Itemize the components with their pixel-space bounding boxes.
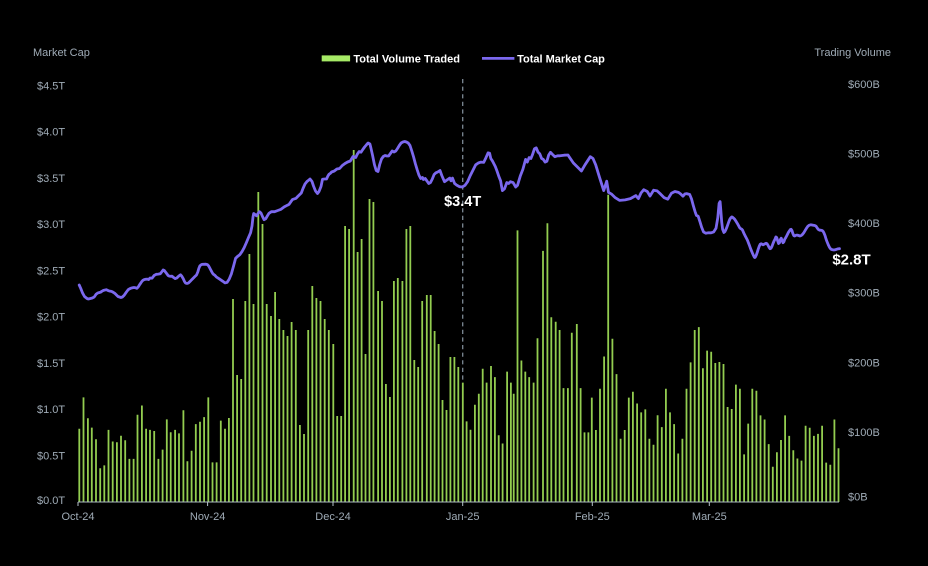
svg-text:$400B: $400B (848, 218, 880, 230)
svg-text:Oct-24: Oct-24 (61, 511, 94, 523)
svg-text:Nov-24: Nov-24 (190, 511, 225, 523)
svg-text:$0.5T: $0.5T (37, 450, 65, 462)
svg-text:$300B: $300B (848, 288, 880, 300)
svg-text:$0.0T: $0.0T (37, 495, 65, 507)
svg-text:$3.0T: $3.0T (37, 219, 65, 231)
svg-text:$2.8T: $2.8T (832, 252, 870, 269)
svg-text:$500B: $500B (848, 149, 880, 161)
svg-text:Total Market Cap: Total Market Cap (517, 53, 605, 65)
svg-text:Trading Volume: Trading Volume (814, 47, 891, 59)
svg-text:$2.5T: $2.5T (37, 265, 65, 277)
svg-text:$3.4T: $3.4T (444, 194, 481, 210)
svg-text:Jan-25: Jan-25 (446, 511, 480, 523)
svg-text:$4.5T: $4.5T (37, 80, 65, 92)
svg-text:Dec-24: Dec-24 (315, 511, 350, 523)
svg-text:$1.5T: $1.5T (37, 358, 65, 370)
svg-text:Market Cap: Market Cap (33, 47, 90, 59)
svg-text:$3.5T: $3.5T (37, 173, 65, 185)
svg-text:$0B: $0B (848, 492, 868, 504)
svg-text:$200B: $200B (848, 357, 880, 369)
svg-text:$100B: $100B (848, 427, 880, 439)
svg-text:Total Volume Traded: Total Volume Traded (353, 53, 460, 65)
svg-text:$2.0T: $2.0T (37, 312, 65, 324)
svg-text:$1.0T: $1.0T (37, 404, 65, 416)
svg-text:Feb-25: Feb-25 (575, 511, 610, 523)
svg-text:$4.0T: $4.0T (37, 127, 65, 139)
svg-text:Mar-25: Mar-25 (692, 511, 727, 523)
svg-text:$600B: $600B (848, 79, 880, 91)
